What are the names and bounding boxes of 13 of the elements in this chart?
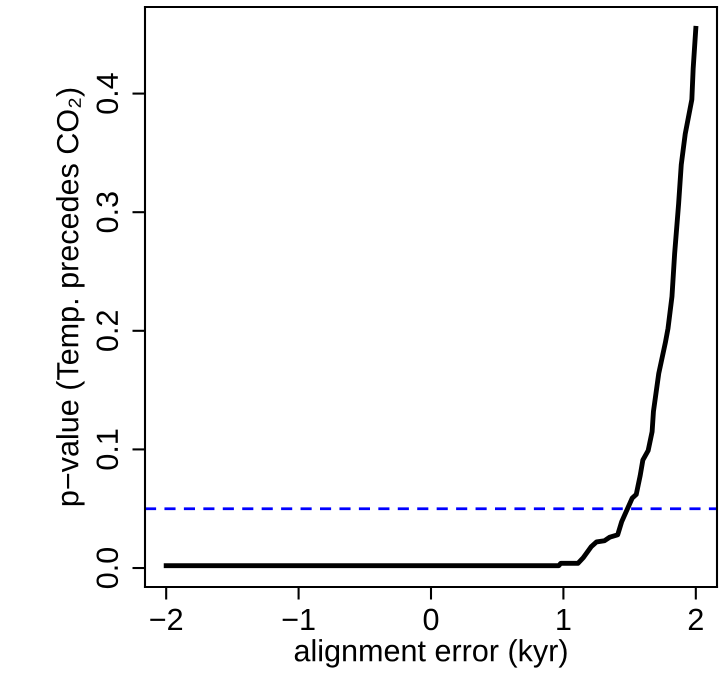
y-tick-label: 0.2 bbox=[96, 311, 118, 351]
line-series bbox=[164, 26, 698, 568]
y-axis-title: p−value (Temp. precedes CO₂) bbox=[56, 88, 85, 506]
y-tick-label: 0.0 bbox=[96, 548, 118, 588]
x-axis-title: alignment error (kyr) bbox=[294, 639, 567, 668]
x-tick-label: −1 bbox=[282, 608, 315, 630]
x-tick-label: 2 bbox=[688, 608, 703, 630]
x-tick-label: 1 bbox=[557, 608, 570, 630]
y-tick-label: 0.1 bbox=[96, 430, 118, 470]
x-tick-label: −2 bbox=[150, 608, 182, 630]
y-tick-label: 0.3 bbox=[96, 192, 118, 232]
y-tick-label: 0.4 bbox=[96, 73, 118, 114]
x-tick-label: 0 bbox=[424, 608, 438, 630]
